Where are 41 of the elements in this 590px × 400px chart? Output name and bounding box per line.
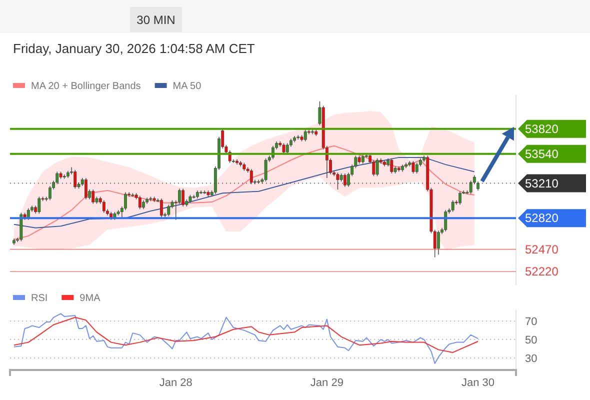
candlestick	[264, 158, 268, 182]
candlestick	[26, 208, 30, 220]
text: 30 MIN	[136, 13, 176, 27]
candlestick	[182, 188, 185, 207]
legend-label: 9MA	[80, 293, 101, 304]
candlestick	[167, 204, 170, 217]
y-tick-label: 30	[525, 353, 538, 365]
line-series	[14, 156, 475, 228]
candlestick	[160, 198, 163, 218]
candlestick	[282, 142, 286, 154]
candlestick	[415, 162, 418, 174]
candlestick	[376, 158, 379, 177]
candlestick	[102, 200, 106, 214]
candlestick	[412, 160, 415, 174]
candlestick	[138, 195, 142, 210]
line-series	[14, 316, 478, 353]
candlestick	[38, 196, 41, 214]
y-tick-label: 52220	[525, 264, 559, 279]
x-tick-label: Jan 30	[461, 377, 495, 389]
y-tick-label: 50	[525, 334, 538, 347]
line-series	[14, 145, 475, 240]
candlestick	[458, 190, 462, 206]
y-tick-label: 53820	[525, 122, 559, 136]
candlestick	[304, 129, 307, 142]
x-tick-label: Jan 28	[159, 377, 192, 389]
y-tick-label: 52820	[525, 211, 559, 226]
legend-label: MA 20 + Bollinger Bands	[31, 81, 141, 92]
candlestick	[451, 200, 454, 212]
legend-label: RSI	[31, 293, 48, 304]
candlestick	[436, 230, 440, 256]
candlestick	[92, 189, 95, 204]
candlestick	[390, 158, 394, 174]
y-tick-label: 53210	[525, 176, 559, 190]
chart-subtitle: Friday, January 30, 2026 1:04:58 AM CET	[13, 41, 255, 56]
candlestick	[286, 142, 289, 154]
x-tick-label: Jan 29	[310, 377, 344, 389]
line-series	[14, 313, 478, 364]
y-tick-label: 52470	[525, 242, 559, 256]
y-tick-label: 53540	[525, 146, 559, 161]
y-tick-label: 70	[525, 316, 538, 328]
legend-label: MA 50	[172, 81, 202, 92]
